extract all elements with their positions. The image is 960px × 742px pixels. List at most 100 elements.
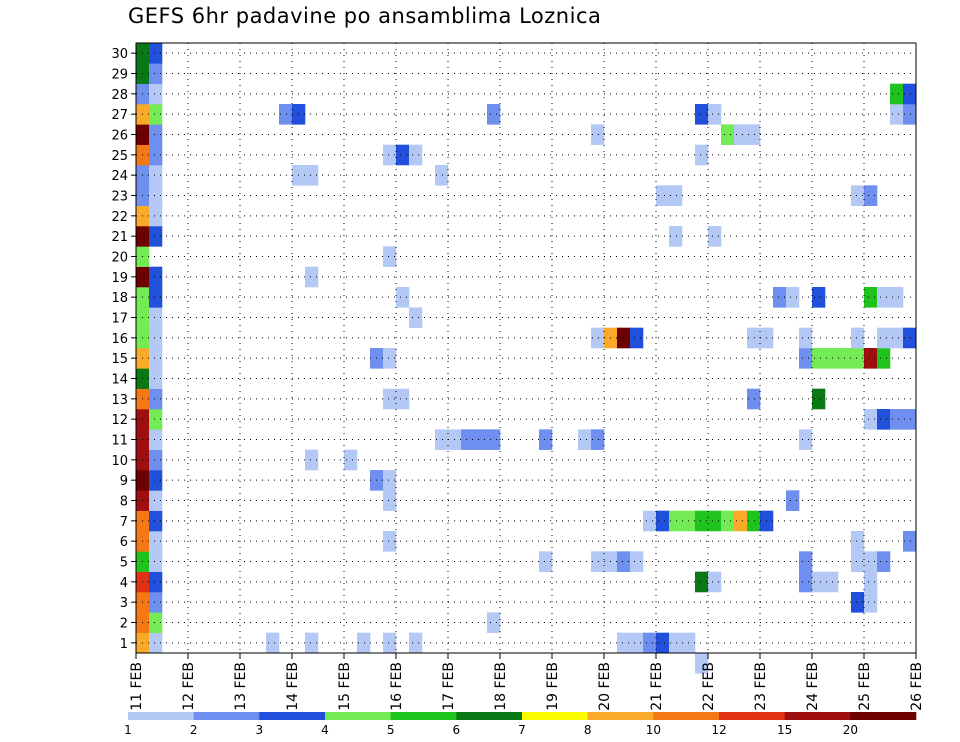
heatmap-cell [461, 429, 475, 450]
heatmap-cell [149, 551, 163, 572]
heatmap-cell [149, 470, 163, 491]
y-tick-label: 1 [120, 637, 128, 652]
heatmap-cell [435, 165, 449, 186]
heatmap-cell [903, 531, 917, 552]
heatmap-cell [825, 571, 839, 593]
heatmap-cell [786, 490, 800, 511]
heatmap-cell [890, 409, 904, 430]
y-tick-label: 13 [111, 393, 128, 408]
heatmap-cell [669, 185, 683, 206]
heatmap-cell [825, 348, 839, 369]
x-axis-ticks: 11 FEB 12 FEB 13 FEB 14 FEB 15 FEB 16 FEB 17 F… [129, 653, 925, 711]
heatmap-cell [864, 571, 878, 593]
heatmap-cell [149, 205, 163, 227]
y-tick-label: 6 [120, 535, 128, 550]
colorbar-swatch [325, 712, 391, 720]
heatmap-cell [149, 592, 163, 613]
heatmap-cell [747, 124, 761, 145]
heatmap-cell [149, 409, 163, 430]
heatmap-cell [305, 632, 319, 654]
heatmap-cell [747, 327, 761, 349]
colorbar-swatch [128, 712, 194, 720]
y-tick-label: 3 [120, 596, 128, 611]
heatmap-cell [877, 287, 891, 308]
heatmap-cell [799, 429, 813, 450]
colorbar-swatch [784, 712, 851, 720]
x-tick-label: 19 FEB [545, 662, 561, 711]
y-axis-ticks: 1234567891011121314151617181920212223242… [111, 47, 136, 652]
heatmap-cell [578, 429, 592, 450]
colorbar-label: 3 [256, 723, 264, 737]
heatmap-cell [656, 632, 670, 654]
heatmap-cell [812, 388, 826, 410]
heatmap-cell [864, 287, 878, 308]
y-tick-label: 19 [111, 271, 128, 286]
heatmap-cell [396, 287, 410, 308]
x-tick-label: 17 FEB [441, 662, 457, 711]
colorbar-swatch [193, 712, 260, 720]
heatmap-cell [890, 287, 904, 308]
heatmap-cell [396, 388, 410, 410]
heatmap-cell [305, 449, 319, 471]
heatmap-cell [149, 490, 163, 511]
heatmap-cell [487, 104, 501, 125]
x-tick-label: 18 FEB [493, 662, 509, 711]
heatmap-cell [877, 409, 891, 430]
y-tick-label: 20 [111, 251, 128, 266]
y-tick-label: 7 [120, 515, 128, 530]
y-tick-label: 9 [120, 474, 128, 489]
x-tick-label: 26 FEB [909, 662, 925, 711]
y-tick-label: 12 [111, 413, 128, 428]
heatmap-cell [383, 246, 397, 267]
x-tick-label: 14 FEB [285, 662, 301, 711]
y-tick-label: 5 [120, 556, 128, 571]
heatmap-cell [851, 185, 865, 206]
heatmap-cell [149, 43, 163, 64]
heatmap-cell [396, 144, 410, 166]
heatmap-cell [474, 429, 488, 450]
heatmap-cell [708, 226, 722, 247]
heatmap-cell [799, 327, 813, 349]
heatmap-cell [695, 510, 709, 532]
heatmap-cell [864, 551, 878, 572]
colorbar-swatch [456, 712, 523, 720]
colorbar-label: 20 [843, 723, 858, 737]
heatmap-cell [747, 388, 761, 410]
heatmap-cell [149, 307, 163, 328]
x-tick-label: 15 FEB [337, 662, 353, 711]
heatmap-cell [279, 104, 293, 125]
heatmap-cell [721, 510, 735, 532]
colorbar-swatch [850, 712, 917, 720]
heatmap-cell [305, 165, 319, 186]
heatmap-cell [656, 510, 670, 532]
y-tick-label: 28 [111, 88, 128, 103]
heatmap-cell [591, 327, 605, 349]
heatmap-cell [149, 266, 163, 288]
heatmap-cell [149, 368, 163, 389]
y-tick-label: 29 [111, 68, 128, 83]
heatmap-cell [149, 104, 163, 125]
heatmap-cell [630, 551, 644, 572]
x-tick-label: 22 FEB [701, 662, 717, 711]
colorbar-swatch [390, 712, 457, 720]
heatmap-cell [851, 348, 865, 369]
colorbar-label: 2 [190, 723, 198, 737]
heatmap-cell [357, 632, 371, 654]
heatmap-cell [149, 226, 163, 247]
heatmap-cell [149, 348, 163, 369]
heatmap-cell [851, 592, 865, 613]
colorbar-label: 8 [584, 723, 592, 737]
y-tick-label: 24 [111, 169, 128, 184]
heatmap-cells [136, 43, 917, 674]
heatmap-cell [591, 124, 605, 145]
colorbar-label: 12 [711, 723, 726, 737]
heatmap-cell [149, 63, 163, 84]
heatmap-cell [409, 307, 423, 328]
heatmap-cell [409, 144, 423, 166]
colorbar: 1 2 3 4 5 6 7 8 10 12 15 20 [124, 712, 917, 737]
chart-title: GEFS 6hr padavine po ansamblima Loznica [128, 4, 602, 28]
heatmap-cell [643, 510, 657, 532]
colorbar-swatch [653, 712, 720, 720]
heatmap-cell [487, 612, 501, 633]
